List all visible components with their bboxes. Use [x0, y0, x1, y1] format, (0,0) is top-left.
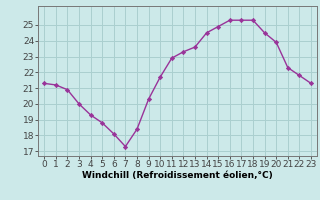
X-axis label: Windchill (Refroidissement éolien,°C): Windchill (Refroidissement éolien,°C) [82, 171, 273, 180]
